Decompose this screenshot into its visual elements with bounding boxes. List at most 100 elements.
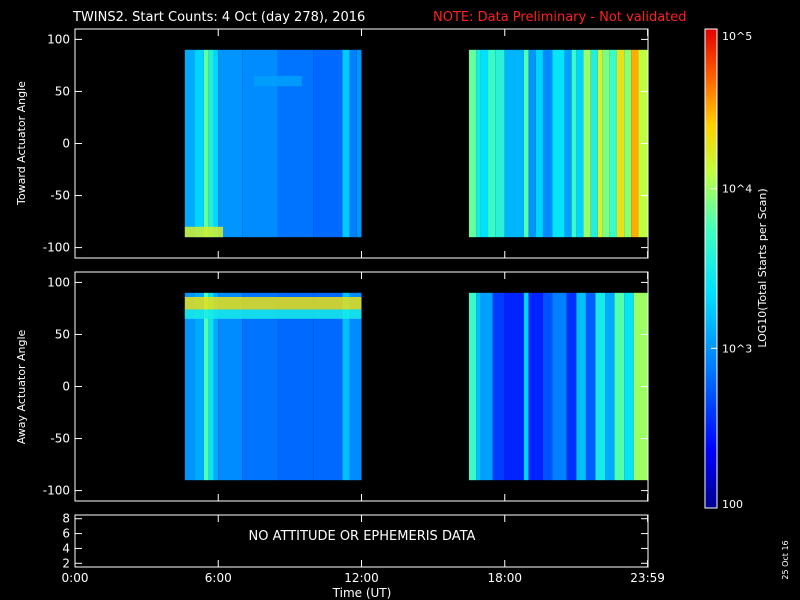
toward-ytick-label: 100: [47, 32, 70, 46]
away-ytick-label: 0: [62, 380, 70, 394]
colorbar-tick-label: 10^3: [722, 342, 752, 355]
toward-ytick-label: -50: [50, 189, 70, 203]
toward-band-5: [218, 49, 243, 238]
toward-band-15: [488, 49, 496, 238]
away-band-7: [277, 292, 314, 481]
away-band-12: [476, 292, 481, 481]
chart-title: TWINS2. Start Counts: 4 Oct (day 278), 2…: [72, 10, 365, 25]
date-stamp: 25 Oct 16: [781, 540, 790, 579]
away-band-21: [576, 292, 586, 481]
away-band-14: [492, 292, 505, 481]
toward-band-18: [523, 49, 529, 238]
toward-band-17: [504, 49, 524, 238]
away-band-25: [614, 292, 625, 481]
toward-band-13: [476, 49, 481, 238]
colorbar-tick-label: 10^4: [722, 183, 752, 196]
toward-band-9: [342, 49, 350, 238]
toward-band-12: [468, 49, 477, 238]
toward-ytick-label: 0: [62, 137, 70, 151]
away-band-13: [480, 292, 493, 481]
toward-band-16: [495, 49, 505, 238]
toward-band-22: [552, 49, 565, 238]
away-feature-0: [184, 296, 362, 310]
toward-band-2: [203, 49, 209, 238]
attitude-ytick-label: 2: [62, 556, 70, 570]
toward-band-21: [542, 49, 553, 238]
colorbar: 100 10^3 10^4 10^5 LOG10(Total Starts per S…: [704, 28, 769, 511]
toward-band-1: [194, 49, 204, 238]
toward-band-29: [602, 49, 610, 238]
toward-y-axis-label: Toward Actuator Angle: [15, 81, 28, 206]
toward-band-27: [590, 49, 598, 238]
xtick-label: 12:00: [344, 571, 379, 585]
xtick-label: 18:00: [487, 571, 522, 585]
colorbar-gradient: [704, 28, 718, 509]
toward-band-24: [571, 49, 577, 238]
colorbar-label: LOG10(Total Starts per Scan): [756, 188, 769, 347]
toward-band-30: [609, 49, 617, 238]
toward-band-33: [631, 49, 639, 238]
toward-band-23: [564, 49, 572, 238]
away-band-1: [194, 292, 204, 481]
away-band-6: [242, 292, 278, 481]
x-axis-label: Time (UT): [332, 586, 392, 600]
toward-heatmap-cells: [184, 49, 648, 238]
away-band-0: [184, 292, 195, 481]
xtick-label: 0:00: [62, 571, 89, 585]
away-y-axis-label: Away Actuator Angle: [15, 329, 28, 444]
toward-band-11: [356, 49, 362, 238]
away-band-24: [605, 292, 615, 481]
toward-band-32: [624, 49, 632, 238]
toward-band-14: [480, 49, 489, 238]
away-ytick-label: 100: [47, 275, 70, 289]
toward-band-0: [184, 49, 195, 238]
away-feature-1: [184, 309, 362, 319]
away-ytick-label: -100: [43, 484, 70, 498]
attitude-ytick-label: 4: [62, 541, 70, 555]
toward-y-axis: 100 50 0 -50 -100: [43, 32, 648, 255]
toward-band-26: [583, 49, 591, 238]
toward-band-8: [313, 49, 343, 238]
toward-band-3: [208, 49, 214, 238]
attitude-ytick-label: 6: [62, 527, 70, 541]
away-band-4: [213, 292, 219, 481]
away-band-26: [624, 292, 634, 481]
away-band-19: [552, 292, 567, 481]
away-band-18: [542, 292, 553, 481]
away-band-16: [523, 292, 529, 481]
attitude-ytick-label: 8: [62, 512, 70, 526]
toward-ytick-label: 50: [55, 84, 70, 98]
away-band-15: [504, 292, 524, 481]
away-band-17: [528, 292, 543, 481]
toward-feature-1: [254, 75, 302, 87]
toward-band-28: [597, 49, 603, 238]
away-band-11: [468, 292, 477, 481]
toward-band-25: [576, 49, 584, 238]
toward-band-4: [213, 49, 219, 238]
chart-note: NOTE: Data Preliminary - Not validated: [433, 10, 687, 25]
toward-feature-0: [184, 226, 224, 238]
away-y-axis: 100 50 0 -50 -100: [43, 275, 648, 498]
away-heatmap-panel: 100 50 0 -50 -100 Away Actuator Angle: [15, 271, 649, 502]
away-band-20: [566, 292, 577, 481]
away-band-10: [349, 292, 362, 481]
away-band-3: [208, 292, 214, 481]
away-ytick-label: 50: [55, 327, 70, 341]
colorbar-ticks: 100 10^3 10^4 10^5: [711, 28, 752, 511]
away-heatmap-cells: [184, 292, 648, 481]
colorbar-tick-label: 10^5: [722, 30, 752, 43]
xtick-label: 6:00: [205, 571, 232, 585]
toward-band-20: [535, 49, 543, 238]
away-band-23: [595, 292, 606, 481]
away-band-9: [342, 292, 350, 481]
xtick-label: 23:59: [630, 571, 665, 585]
toward-band-31: [616, 49, 625, 238]
toward-ytick-label: -100: [43, 241, 70, 255]
no-data-message: NO ATTITUDE OR EPHEMERIS DATA: [249, 529, 476, 544]
away-band-22: [585, 292, 596, 481]
toward-band-10: [349, 49, 357, 238]
toward-band-19: [528, 49, 536, 238]
away-ytick-label: -50: [50, 432, 70, 446]
